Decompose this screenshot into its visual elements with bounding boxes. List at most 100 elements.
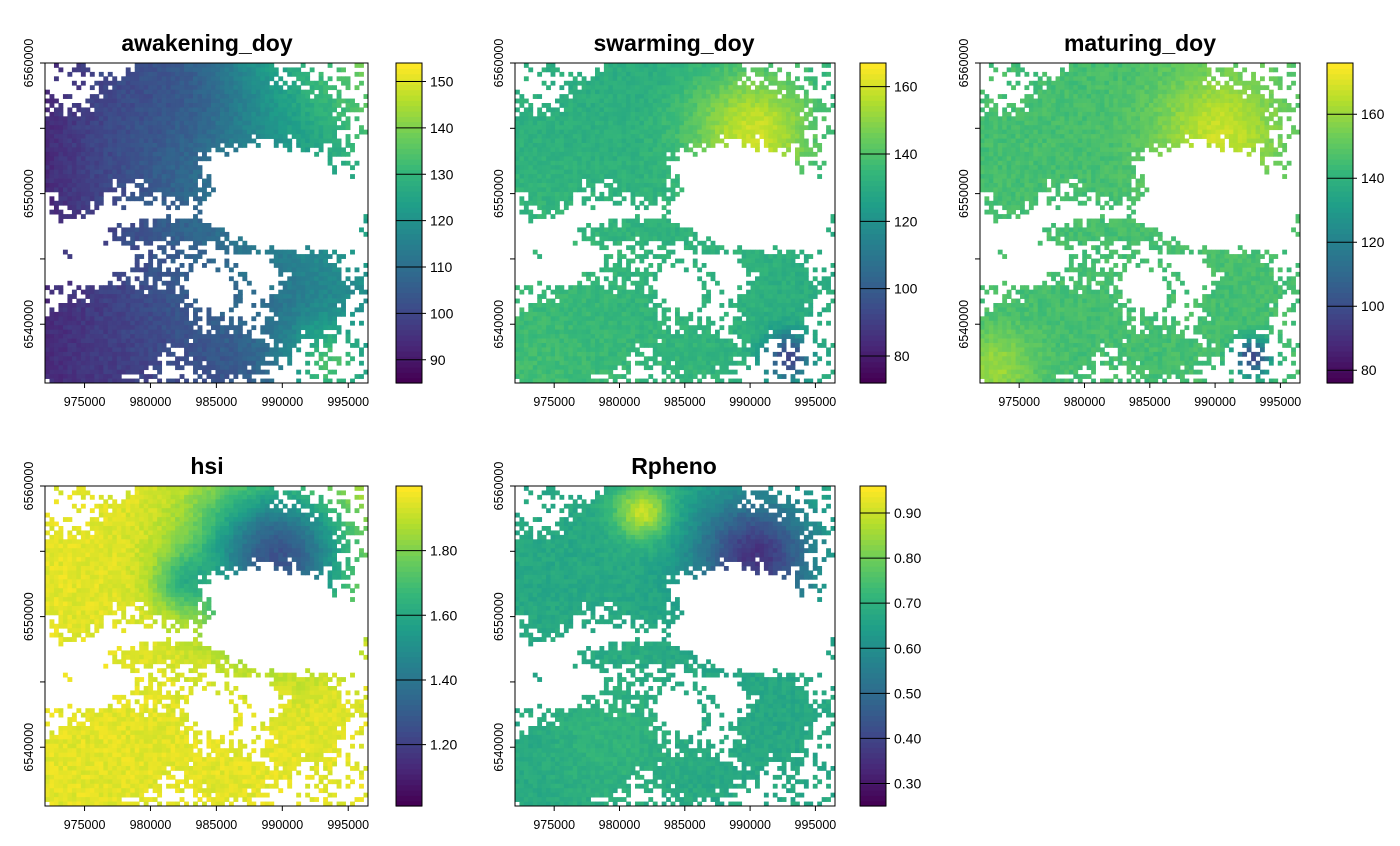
raster-cell	[269, 303, 275, 308]
raster-cell	[563, 116, 569, 122]
raster-cell	[219, 374, 225, 379]
raster-cell	[184, 289, 189, 295]
raster-cell	[237, 129, 243, 135]
raster-cell	[85, 338, 91, 344]
raster-cell	[612, 63, 618, 68]
raster-cell	[49, 174, 55, 179]
x-tick-label: 980000	[130, 395, 172, 409]
raster-cell	[152, 334, 158, 339]
raster-cell	[661, 71, 667, 77]
raster-cell	[639, 147, 645, 153]
raster-cell	[630, 223, 636, 228]
raster-cell	[710, 107, 716, 113]
raster-cell	[643, 227, 649, 233]
raster-cell	[630, 174, 636, 179]
raster-cell	[563, 169, 569, 175]
raster-cell	[559, 129, 565, 135]
raster-cell	[359, 63, 364, 68]
colorbar-segment	[396, 271, 422, 277]
raster-cell	[296, 258, 302, 264]
raster-cell	[237, 365, 243, 371]
raster-cell	[759, 85, 765, 91]
raster-cell	[112, 271, 118, 277]
raster-cell	[94, 169, 100, 175]
raster-cell	[296, 143, 302, 148]
raster-cell	[264, 111, 270, 117]
raster-cell	[152, 116, 158, 122]
raster-cell	[741, 103, 747, 108]
raster-cell	[134, 169, 140, 175]
raster-cell	[206, 178, 212, 184]
raster-cell	[210, 356, 216, 362]
raster-cell	[112, 356, 118, 362]
raster-cell	[732, 120, 738, 126]
raster-cell	[741, 89, 747, 95]
raster-cell	[197, 138, 203, 144]
raster-cell	[148, 94, 154, 99]
raster-cell	[541, 165, 547, 171]
raster-cell	[45, 365, 50, 371]
raster-cell	[233, 351, 239, 357]
raster-cell	[692, 258, 698, 264]
raster-cell	[215, 94, 221, 99]
raster-cell	[215, 63, 221, 68]
raster-cell	[103, 325, 109, 331]
raster-cell	[287, 103, 293, 108]
raster-cell	[161, 174, 167, 179]
raster-cell	[143, 125, 149, 131]
raster-cell	[541, 125, 547, 131]
raster-cell	[599, 76, 605, 82]
raster-cell	[626, 160, 631, 166]
raster-cell	[179, 138, 185, 144]
raster-cell	[519, 134, 525, 139]
raster-cell	[710, 120, 716, 126]
raster-cell	[143, 187, 149, 193]
raster-cell	[80, 311, 86, 317]
raster-cell	[541, 80, 547, 86]
colorbar-segment	[396, 356, 422, 363]
raster-cell	[94, 289, 100, 295]
raster-cell	[184, 138, 189, 144]
raster-cell	[260, 356, 266, 362]
raster-cell	[515, 98, 520, 104]
raster-cell	[53, 329, 59, 335]
raster-cell	[197, 103, 203, 108]
raster-cell	[541, 183, 547, 188]
raster-cell	[546, 120, 551, 126]
raster-cell	[53, 116, 59, 122]
raster-cell	[273, 125, 279, 131]
raster-cell	[595, 174, 600, 179]
raster-cell	[697, 63, 703, 68]
raster-cell	[706, 138, 711, 144]
raster-cell	[98, 169, 104, 175]
raster-cell	[219, 329, 225, 335]
raster-cell	[273, 263, 279, 268]
raster-cell	[305, 267, 311, 273]
raster-cell	[264, 351, 270, 357]
raster-cell	[657, 218, 663, 224]
raster-cell	[62, 307, 68, 313]
raster-cell	[175, 165, 180, 171]
raster-cell	[139, 67, 145, 73]
raster-cell	[215, 325, 221, 331]
raster-cell	[572, 240, 578, 246]
raster-cell	[53, 378, 59, 384]
raster-cell	[202, 107, 207, 113]
raster-cell	[80, 351, 86, 357]
raster-cell	[76, 160, 82, 166]
raster-cell	[523, 63, 529, 68]
colorbar-segment	[396, 68, 422, 75]
raster-cell	[821, 267, 827, 273]
raster-cell	[345, 276, 351, 282]
raster-cell	[555, 160, 560, 166]
raster-cell	[62, 365, 68, 371]
raster-cell	[630, 258, 636, 264]
raster-cell	[143, 280, 149, 286]
raster-cell	[76, 151, 82, 157]
raster-cell	[555, 111, 560, 117]
raster-cell	[85, 107, 91, 113]
raster-cell	[45, 360, 50, 366]
raster-cell	[116, 316, 122, 322]
raster-cell	[786, 254, 791, 259]
raster-cell	[125, 151, 131, 157]
